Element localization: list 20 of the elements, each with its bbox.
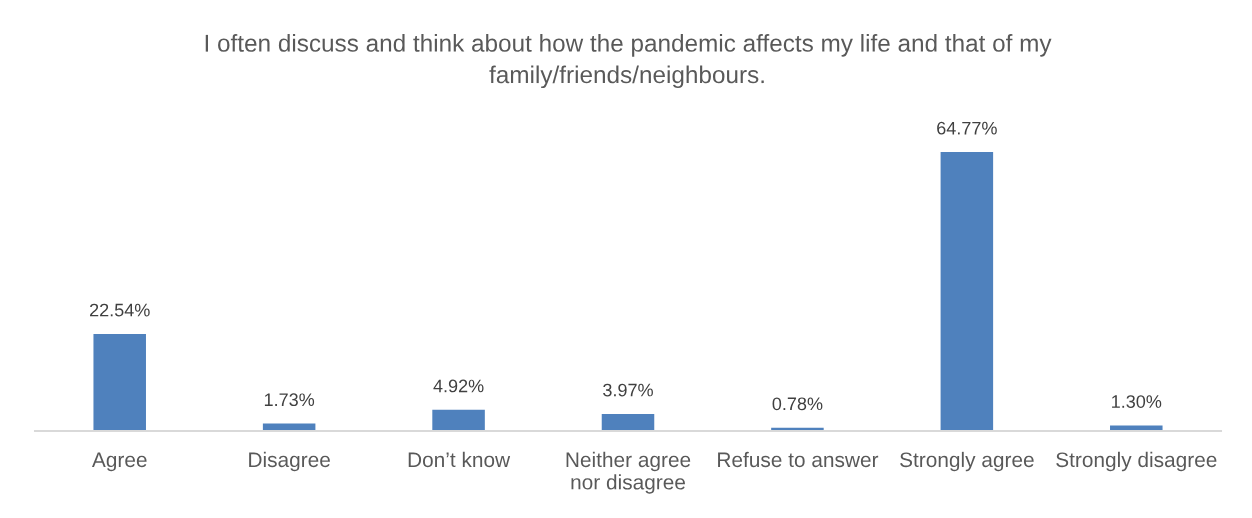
data-label: 3.97% (603, 383, 653, 397)
data-label: 1.73% (264, 393, 315, 407)
x-tick-label: Refuse to answer (718, 451, 879, 468)
bar (1110, 425, 1163, 431)
x-tick-label: Strongly agree (900, 451, 1034, 472)
x-tick-label: Strongly disagree (1056, 451, 1217, 472)
data-label: 64.77% (937, 121, 997, 135)
bar (940, 152, 994, 431)
x-tick-label: Agree (91, 452, 147, 472)
data-label: 4.92% (433, 379, 484, 393)
chart-title: I often discuss and think about how the pandemic affects my life and that of my family/friends/neighbours. (205, 34, 1052, 89)
x-tick-label: Disagree (249, 451, 330, 472)
x-tick-label: Don’t know (408, 451, 511, 468)
data-label: 1.30% (1112, 395, 1162, 408)
bar (93, 333, 146, 431)
x-tick-label: Neither agree nor disagree (566, 451, 691, 494)
bar (601, 413, 655, 431)
bar (432, 409, 485, 431)
data-label: 0.78% (772, 397, 823, 411)
data-label: 22.54% (90, 303, 150, 317)
